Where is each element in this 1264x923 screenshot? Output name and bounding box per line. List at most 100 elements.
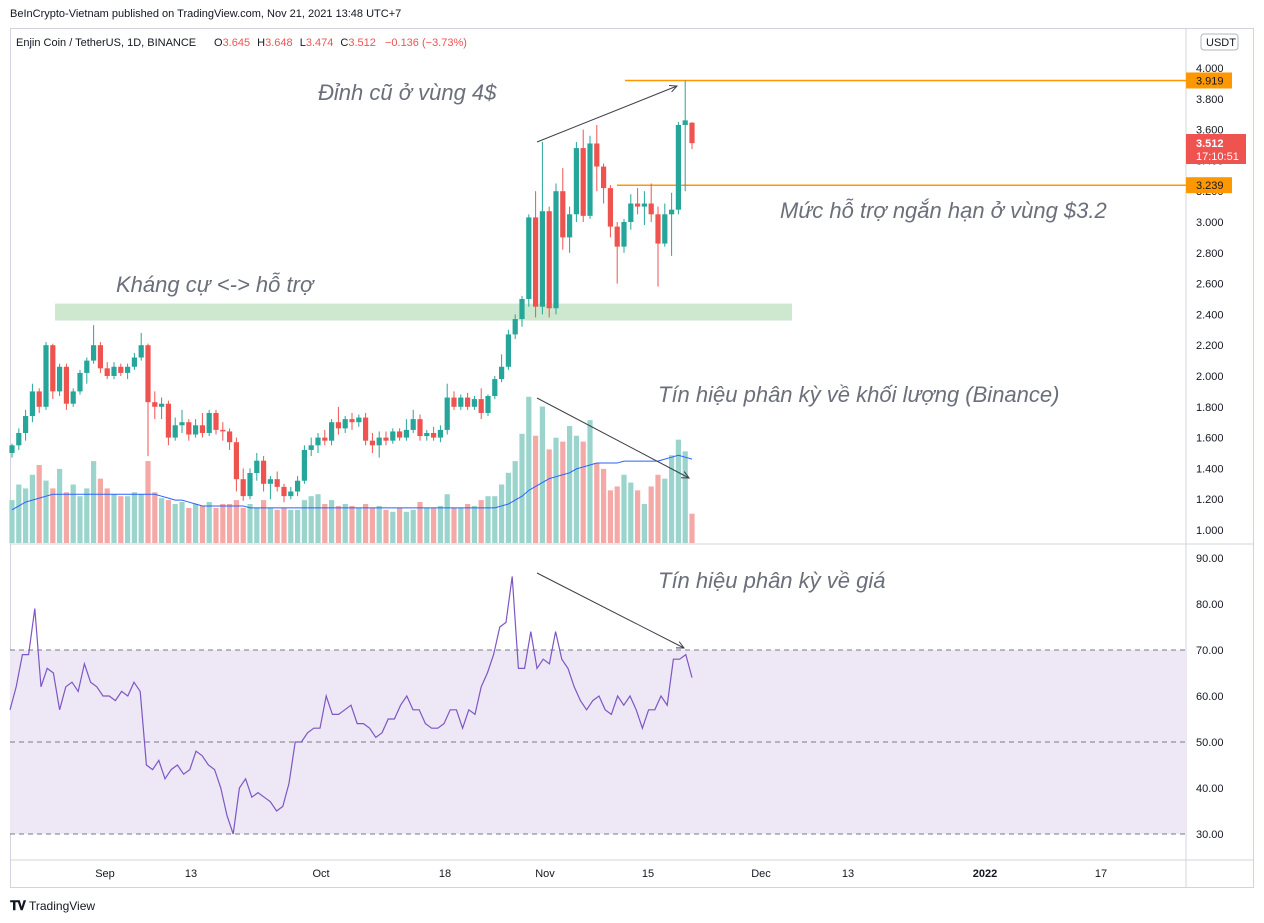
price-tick-label: 1.800 bbox=[1196, 402, 1224, 414]
volume-bar bbox=[437, 505, 443, 543]
candle-body bbox=[383, 437, 389, 441]
volume-bar bbox=[539, 406, 545, 543]
volume-bar bbox=[23, 488, 29, 543]
candle-body bbox=[526, 217, 532, 299]
volume-bar bbox=[444, 494, 450, 543]
candle-body bbox=[111, 366, 117, 376]
volume-bar bbox=[36, 465, 42, 543]
volume-bar bbox=[465, 504, 471, 543]
candle-body bbox=[335, 422, 341, 429]
volume-bar bbox=[308, 496, 314, 543]
volume-bar bbox=[614, 486, 620, 543]
candle-body bbox=[410, 419, 416, 430]
volume-bar bbox=[594, 463, 600, 543]
candle-body bbox=[213, 412, 219, 430]
volume-bar bbox=[111, 494, 117, 543]
candle-body bbox=[36, 391, 42, 407]
candle-body bbox=[567, 214, 573, 238]
rsi-tick-label: 30.00 bbox=[1196, 829, 1224, 841]
volume-bar bbox=[227, 504, 233, 543]
candle-body bbox=[63, 366, 69, 404]
volume-bar bbox=[587, 420, 593, 543]
volume-bar bbox=[206, 502, 212, 543]
volume-bar bbox=[213, 507, 219, 543]
candle-body bbox=[424, 432, 430, 437]
brand-label: TradingView bbox=[29, 899, 96, 913]
candle-body bbox=[573, 148, 579, 215]
time-tick-label: Dec bbox=[751, 868, 771, 880]
candle-body bbox=[614, 226, 620, 247]
candle-body bbox=[356, 417, 362, 423]
annotation-old-peak: Đỉnh cũ ở vùng 4$ bbox=[318, 80, 497, 105]
annotation-price-divergence: Tín hiệu phân kỳ về giá bbox=[658, 568, 885, 593]
candle-body bbox=[199, 425, 205, 433]
volume-bar bbox=[519, 433, 525, 543]
candle-body bbox=[587, 143, 593, 216]
volume-bar bbox=[57, 468, 63, 543]
candle-body bbox=[539, 211, 545, 307]
candle-body bbox=[505, 334, 511, 367]
price-divergence-arrow-head bbox=[675, 641, 686, 649]
volume-bar bbox=[295, 509, 301, 543]
volume-bar bbox=[43, 480, 49, 543]
volume-bar bbox=[70, 484, 76, 543]
annotation-support: Mức hỗ trợ ngắn hạn ở vùng $3.2 bbox=[780, 198, 1107, 223]
time-tick-label: 15 bbox=[642, 868, 654, 880]
price-label-high: 3.919 bbox=[1196, 75, 1224, 87]
volume-bar bbox=[335, 505, 341, 543]
volume-bar bbox=[567, 426, 573, 543]
candle-body bbox=[437, 429, 443, 438]
volume-bar bbox=[267, 507, 273, 543]
candle-body bbox=[342, 419, 348, 429]
volume-bar bbox=[601, 468, 607, 543]
price-tick-label: 2.200 bbox=[1196, 340, 1224, 352]
time-tick-label: Oct bbox=[312, 868, 329, 880]
volume-bar bbox=[607, 490, 613, 543]
volume-bar bbox=[199, 505, 205, 543]
volume-bar bbox=[553, 437, 559, 543]
volume-bar bbox=[363, 504, 369, 543]
candle-body bbox=[322, 437, 328, 441]
candle-body bbox=[403, 429, 409, 438]
volume-bar bbox=[16, 484, 22, 543]
volume-bar bbox=[322, 504, 328, 543]
volume-bar bbox=[97, 478, 103, 543]
rsi-tick-label: 40.00 bbox=[1196, 783, 1224, 795]
candle-body bbox=[288, 491, 294, 497]
price-tick-label: 1.000 bbox=[1196, 525, 1224, 537]
candle-body bbox=[546, 211, 552, 309]
candle-body bbox=[675, 124, 681, 210]
candle-body bbox=[125, 366, 131, 373]
candle-body bbox=[97, 345, 103, 369]
candle-body bbox=[635, 203, 641, 207]
candle-body bbox=[560, 191, 566, 238]
annotation-volume-divergence: Tín hiệu phân kỳ về khối lượng (Binance) bbox=[658, 382, 1059, 407]
candle-body bbox=[301, 449, 307, 481]
volume-bar bbox=[152, 492, 158, 543]
rsi-tick-label: 90.00 bbox=[1196, 553, 1224, 565]
candle-body bbox=[417, 419, 423, 437]
price-tick-label: 2.400 bbox=[1196, 309, 1224, 321]
volume-bar bbox=[50, 488, 56, 543]
volume-bar bbox=[315, 494, 321, 543]
candle-body bbox=[648, 203, 654, 215]
volume-bar bbox=[526, 396, 532, 543]
candle-body bbox=[594, 143, 600, 167]
candle-body bbox=[145, 345, 151, 403]
volume-bar bbox=[247, 504, 253, 543]
time-tick-label: 17 bbox=[1095, 868, 1107, 880]
volume-bar bbox=[628, 482, 634, 543]
volume-bar bbox=[675, 439, 681, 543]
candle-body bbox=[478, 399, 484, 413]
candle-body bbox=[329, 422, 335, 441]
volume-bar bbox=[369, 507, 375, 543]
candle-body bbox=[9, 445, 15, 453]
volume-bar bbox=[689, 513, 695, 543]
volume-bar bbox=[451, 507, 457, 543]
volume-bar bbox=[580, 441, 586, 543]
candle-body bbox=[553, 191, 559, 309]
candle-body bbox=[458, 397, 464, 407]
candle-body bbox=[471, 399, 477, 407]
currency-badge[interactable] bbox=[1200, 33, 1239, 51]
